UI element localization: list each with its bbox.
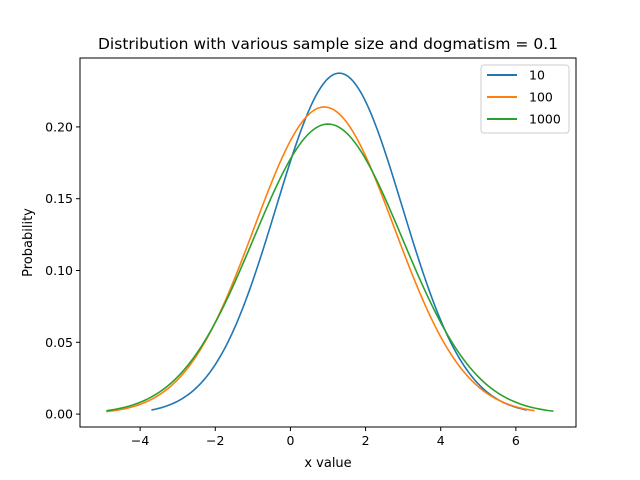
legend: 10 100 1000 <box>480 64 570 134</box>
x-tick-label: 0 <box>286 433 294 448</box>
y-tick-label: 0.00 <box>45 407 73 422</box>
legend-label: 10 <box>529 68 545 83</box>
chart-title: Distribution with various sample size an… <box>98 35 558 53</box>
legend-label: 1000 <box>529 112 561 127</box>
x-tick-label: 6 <box>512 433 520 448</box>
x-axis-ticks: −4 −2 0 2 4 6 <box>131 427 520 448</box>
x-tick-label: −2 <box>206 433 224 448</box>
axes-frame <box>79 57 577 428</box>
x-axis-label: x value <box>304 456 351 471</box>
y-axis-ticks: 0.00 0.05 0.10 0.15 0.20 <box>45 119 80 422</box>
y-tick-label: 0.10 <box>45 263 73 278</box>
y-axis-label: Probability <box>21 208 36 277</box>
legend-box <box>480 64 570 134</box>
y-tick-label: 0.05 <box>45 335 73 350</box>
series-line-10 <box>151 72 528 411</box>
series-line-1000 <box>106 123 554 412</box>
x-tick-label: −4 <box>131 433 149 448</box>
x-tick-label: 4 <box>437 433 445 448</box>
series-line-100 <box>106 106 535 413</box>
y-tick-label: 0.15 <box>45 191 73 206</box>
y-tick-label: 0.20 <box>45 119 73 134</box>
x-tick-label: 2 <box>362 433 370 448</box>
legend-label: 100 <box>529 90 553 105</box>
series-layer <box>106 72 554 413</box>
